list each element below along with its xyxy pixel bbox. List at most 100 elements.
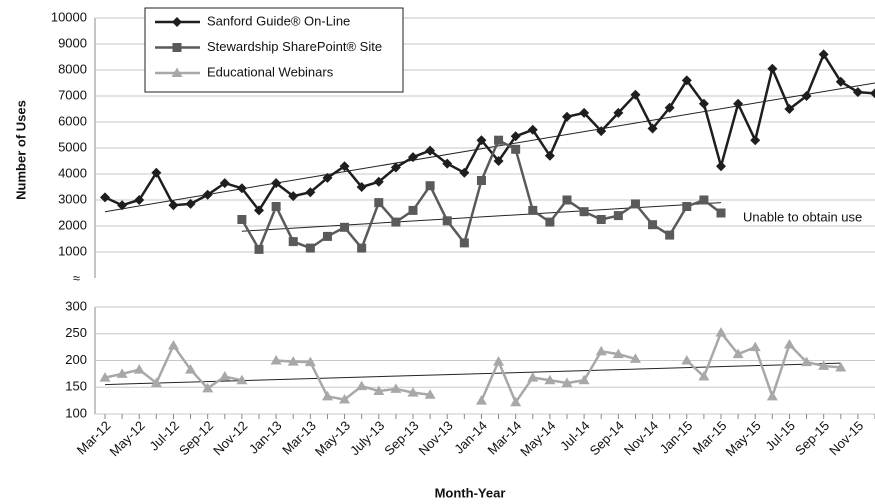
- data-point: [749, 341, 761, 352]
- series-line: [104, 51, 875, 213]
- data-point: [716, 161, 726, 172]
- data-point: [254, 205, 264, 216]
- data-point: [698, 98, 709, 109]
- data-point: [185, 198, 196, 209]
- data-point: [818, 49, 829, 60]
- data-point: [172, 43, 182, 52]
- data-point: [476, 135, 487, 146]
- data-point: [321, 390, 333, 401]
- y2-tick-label: 200: [65, 352, 87, 367]
- data-point: [408, 205, 418, 215]
- data-point: [579, 207, 589, 217]
- legend-label: Sanford Guide® On-Line: [207, 13, 350, 28]
- data-point: [699, 195, 709, 205]
- data-point: [254, 244, 264, 254]
- data-point: [288, 191, 299, 202]
- data-point: [630, 199, 640, 209]
- data-point: [648, 220, 658, 230]
- data-point: [682, 202, 692, 211]
- data-point: [305, 243, 315, 253]
- data-point: [390, 383, 402, 393]
- data-point: [339, 161, 350, 172]
- y-tick-label: 1000: [58, 243, 87, 258]
- data-point: [544, 374, 556, 385]
- data-point: [442, 158, 453, 169]
- data-point: [357, 243, 367, 253]
- data-point: [390, 162, 401, 173]
- data-point: [236, 183, 247, 194]
- data-point: [271, 178, 282, 189]
- data-point: [716, 208, 726, 218]
- x-axis-label: Month-Year: [435, 485, 506, 500]
- trendline: [104, 82, 875, 213]
- data-point: [167, 340, 179, 350]
- data-point: [287, 356, 299, 366]
- data-point: [510, 131, 521, 142]
- x-tick-label: Nov-14: [621, 418, 661, 458]
- data-point: [339, 394, 351, 404]
- data-point: [237, 215, 247, 224]
- data-point: [630, 89, 641, 100]
- data-point: [425, 181, 435, 191]
- y-tick-label: 5000: [58, 139, 87, 154]
- data-point: [767, 63, 778, 74]
- data-point: [733, 98, 744, 109]
- data-point: [596, 215, 606, 224]
- data-point: [784, 104, 795, 114]
- data-point: [219, 371, 231, 381]
- x-tick-label: Jan-14: [451, 418, 490, 457]
- data-point: [322, 231, 332, 241]
- data-point: [835, 361, 847, 372]
- data-point: [766, 390, 778, 401]
- data-point: [356, 182, 367, 192]
- data-point: [527, 124, 538, 135]
- y-tick-label: 10000: [51, 9, 87, 24]
- data-point: [373, 176, 384, 187]
- legend-label: Educational Webinars: [207, 64, 334, 79]
- x-tick-label: Nov-15: [826, 418, 866, 458]
- data-point: [475, 395, 487, 405]
- data-point: [715, 327, 727, 337]
- y-axis-label: Number of Uses: [13, 100, 28, 200]
- data-point: [578, 374, 590, 385]
- data-point: [172, 17, 182, 27]
- data-point: [236, 374, 248, 385]
- data-point: [493, 156, 504, 166]
- data-point: [527, 372, 539, 382]
- data-point: [202, 189, 213, 200]
- data-point: [340, 222, 350, 232]
- data-point: [561, 377, 573, 387]
- data-point: [373, 385, 385, 395]
- data-point: [185, 364, 197, 374]
- x-tick-label: Sep-14: [587, 418, 627, 458]
- data-point: [801, 356, 813, 367]
- data-point: [305, 187, 316, 198]
- annotation: Unable to obtain use: [743, 209, 862, 224]
- data-point: [545, 217, 555, 227]
- data-point: [134, 195, 145, 205]
- y-tick-label: 2000: [58, 217, 87, 232]
- data-point: [391, 217, 401, 227]
- legend-label: Stewardship SharePoint® Site: [207, 39, 382, 54]
- data-point: [698, 371, 710, 381]
- data-point: [664, 102, 675, 113]
- data-point: [442, 216, 452, 226]
- data-point: [424, 389, 436, 399]
- data-point: [322, 172, 333, 183]
- data-point: [801, 91, 812, 101]
- data-point: [528, 205, 538, 215]
- data-point: [818, 360, 830, 370]
- x-tick-label: May-14: [517, 418, 558, 459]
- data-point: [133, 364, 145, 374]
- data-point: [202, 382, 214, 393]
- data-point: [613, 107, 624, 118]
- data-point: [374, 198, 384, 208]
- x-tick-label: May-12: [107, 418, 148, 459]
- data-point: [783, 338, 795, 349]
- data-point: [579, 107, 590, 118]
- x-tick-label: Sep-15: [792, 418, 832, 458]
- x-tick-label: Sep-13: [381, 418, 421, 458]
- data-point: [510, 396, 522, 407]
- data-point: [613, 211, 623, 221]
